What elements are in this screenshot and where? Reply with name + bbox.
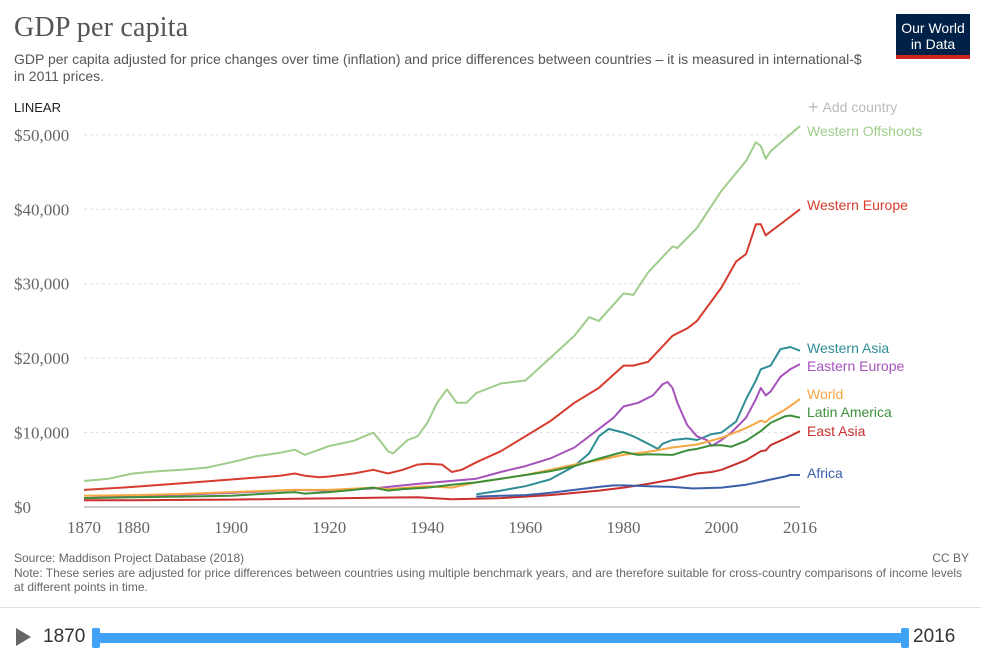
x-tick-label: 1980	[606, 518, 640, 537]
chart-title: GDP per capita	[14, 12, 189, 43]
series-line-western-europe	[83, 208, 801, 491]
plus-icon: +	[808, 97, 819, 117]
add-country-button[interactable]: + Add country	[808, 97, 897, 118]
y-tick-label: $20,000	[14, 349, 69, 368]
series-label-latin-america: Latin America	[807, 404, 892, 420]
series-line-latin-america	[83, 414, 801, 500]
chart-footer: Source: Maddison Project Database (2018)…	[14, 551, 969, 595]
series-label-western-europe: Western Europe	[807, 197, 908, 213]
timeline: 1870 2016	[0, 607, 981, 656]
series-label-africa: Africa	[807, 465, 843, 481]
license-text[interactable]: CC BY	[932, 551, 969, 565]
x-tick-label: 2016	[783, 518, 817, 537]
y-tick-label: $40,000	[14, 200, 69, 219]
x-tick-label: 1960	[508, 518, 542, 537]
y-tick-label: $30,000	[14, 275, 69, 294]
x-tick-label: 1900	[214, 518, 248, 537]
line-chart: $0 $10,000 $20,000 $30,000 $40,000 $50,000 187…	[14, 123, 922, 537]
logo-line-2: in Data	[910, 36, 956, 52]
logo-line-1: Our World	[901, 20, 965, 36]
series-label-east-asia: East Asia	[807, 423, 866, 439]
note-text: Note: These series are adjusted for pric…	[14, 565, 963, 595]
x-tick-label: 1940	[410, 518, 444, 537]
x-tick-label: 1870	[67, 518, 101, 537]
owid-logo[interactable]: Our World in Data	[896, 14, 970, 59]
series-line-east-asia	[83, 430, 801, 502]
timeline-start-year: 1870	[43, 626, 86, 647]
series-labels: Western Offshoots Western Europe Western A…	[807, 123, 922, 481]
series-line-western-offshoots	[83, 125, 801, 482]
series-label-world: World	[807, 386, 843, 402]
x-tick-label: 2000	[705, 518, 739, 537]
series-label-eastern-europe: Eastern Europe	[807, 358, 904, 374]
timeline-track[interactable]	[96, 633, 905, 643]
timeline-end-handle[interactable]	[901, 628, 909, 648]
series-line-eastern-europe	[83, 363, 801, 500]
add-country-label: Add country	[822, 99, 898, 115]
y-tick-label: $50,000	[14, 126, 69, 145]
series-label-western-offshoots: Western Offshoots	[807, 123, 922, 139]
scale-toggle[interactable]: LINEAR	[14, 100, 61, 115]
x-tick-label: 1880	[116, 518, 150, 537]
y-tick-label: $10,000	[14, 424, 69, 443]
series-label-western-asia: Western Asia	[807, 340, 889, 356]
play-icon[interactable]	[16, 628, 31, 646]
timeline-start-handle[interactable]	[92, 628, 100, 648]
grid-lines	[84, 134, 800, 508]
series-line-western-asia	[476, 346, 801, 496]
y-tick-label: $0	[14, 498, 31, 517]
x-tick-label: 1920	[312, 518, 346, 537]
chart-subtitle: GDP per capita adjusted for price change…	[14, 51, 862, 84]
series-line-africa	[476, 474, 800, 498]
source-text: Source: Maddison Project Database (2018)	[14, 551, 245, 565]
axes: $0 $10,000 $20,000 $30,000 $40,000 $50,000 187…	[14, 126, 817, 537]
timeline-end-year: 2016	[913, 626, 956, 647]
series-lines	[83, 125, 801, 502]
